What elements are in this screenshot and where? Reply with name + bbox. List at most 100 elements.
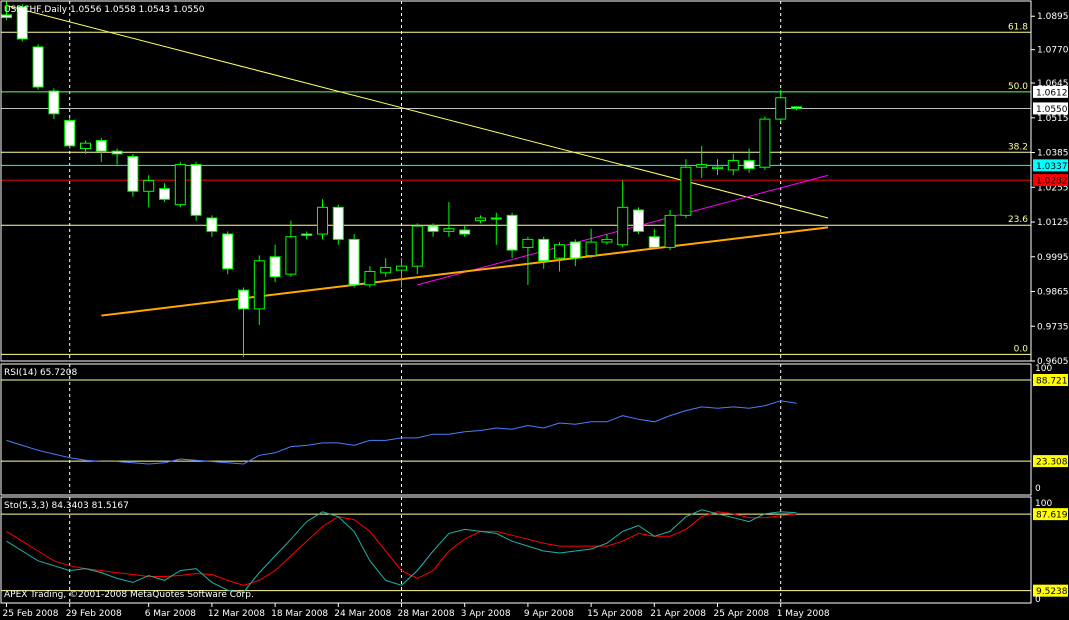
candle[interactable] [301,231,313,240]
date-tick-label: 3 Apr 2008 [461,609,511,619]
candle[interactable] [443,201,455,237]
candle-body [317,206,328,235]
candle[interactable] [111,148,123,165]
candle[interactable] [601,234,613,245]
candle[interactable] [174,161,186,208]
candles[interactable] [1,1,802,357]
indicator-level-box [1033,584,1068,597]
candle[interactable] [159,183,170,202]
candle[interactable] [617,180,629,248]
price-tick-label: 1.0255 [1037,183,1069,193]
candle-body [143,180,155,192]
candle[interactable] [506,212,518,259]
time-axis: 25 Feb 2008 29 Feb 2008 6 Mar 2008 12 Mar 2… [3,603,830,619]
candle[interactable] [332,204,344,245]
price-boxes: 1.0612 1.0550 1.0337 1.0282 [1033,85,1068,187]
candle[interactable] [554,242,565,272]
candle[interactable] [143,175,155,208]
fib-level-label: 38.2 [1008,142,1028,152]
candle[interactable] [585,228,597,259]
candle[interactable] [538,236,550,269]
candle[interactable] [380,258,392,277]
candle[interactable] [696,145,708,178]
candle[interactable] [206,215,218,237]
date-tick-label: 24 Mar 2008 [334,609,391,619]
rsi-panel-header: RSI(14) 65.7208 [4,368,77,378]
price-box-label: 1.0550 [1036,105,1068,115]
candle[interactable] [791,106,802,111]
rsi-panel[interactable]: 88.7218 23.3083 100 0 RSI(14) 65.7208 [0,363,1069,496]
price-tick-label: 1.0125 [1037,218,1069,228]
candle[interactable] [348,234,360,288]
candle-body [32,46,44,88]
candle[interactable] [317,199,328,240]
candle-body [301,233,313,236]
candle[interactable] [775,89,787,122]
candle-body [664,214,676,248]
candle[interactable] [427,223,439,237]
price-box: 1.0337 [1033,159,1068,172]
candle[interactable] [727,153,739,176]
date-tick-label: 25 Apr 2008 [714,609,770,619]
price-panel[interactable]: 61.850.038.223.60.0 1.08951.07701.06451.… [0,0,1069,367]
candle[interactable] [32,44,44,90]
candle[interactable] [364,266,376,288]
candle-body [538,238,550,262]
candle[interactable] [411,223,423,275]
candle[interactable] [459,226,471,237]
indicator-level-label: 23.3083 [1036,458,1069,468]
date-tick-label: 18 Mar 2008 [271,609,328,619]
candle[interactable] [95,137,107,162]
fib-level-label: 23.6 [1008,215,1028,225]
candle[interactable] [712,159,723,176]
candle-body [759,118,771,168]
candle[interactable] [490,212,502,245]
price-box-label: 1.0282 [1036,177,1068,187]
rsi-separators [69,364,782,495]
candle[interactable] [396,258,407,288]
candle-body [459,229,471,235]
rsi-axis: 100 0 [1035,364,1052,494]
date-tick-label: 15 Apr 2008 [587,609,643,619]
candle[interactable] [269,244,281,283]
stochastic-panel[interactable]: 87.6190 9.5238 100 0 Sto(5,3,3) 84.3403 81… [0,496,1069,605]
price-box-bg [1033,85,1068,98]
candle-body [775,97,787,120]
candle-body [64,119,76,147]
candle-body [1,14,12,19]
candle[interactable] [16,4,28,42]
price-box: 1.0612 [1033,85,1068,98]
candle[interactable] [743,148,755,173]
candle[interactable] [522,236,534,285]
candle[interactable] [190,161,202,221]
candle[interactable] [222,231,234,275]
candle[interactable] [680,159,692,219]
candle[interactable] [285,220,297,277]
price-tick-label: 1.0895 [1037,12,1069,22]
candle[interactable] [664,209,676,251]
candle[interactable] [80,140,91,154]
candle[interactable] [648,228,660,248]
indicator-level-label: 88.7218 [1036,376,1069,386]
candle-body [569,241,581,259]
candle[interactable] [238,287,249,357]
candle[interactable] [48,88,60,120]
candle-body [16,6,28,40]
price-panel-header: USDCHF,Daily 1.0556 1.0558 1.0543 1.0550 [4,5,205,15]
orange-uptrend-line[interactable] [101,226,829,317]
candle[interactable] [633,207,644,235]
candle[interactable] [253,255,265,325]
candle[interactable] [759,116,771,170]
price-box-bg [1033,102,1068,115]
candle[interactable] [127,153,139,197]
candle-body [585,241,597,256]
candle[interactable] [475,215,486,224]
candle-body [696,164,708,168]
date-tick-label: 1 May 2008 [777,609,830,619]
candle-body [127,156,139,192]
candle[interactable] [569,239,581,267]
price-tick-label: 1.0645 [1037,79,1069,89]
candle[interactable] [64,117,76,149]
candle-body [490,217,502,220]
